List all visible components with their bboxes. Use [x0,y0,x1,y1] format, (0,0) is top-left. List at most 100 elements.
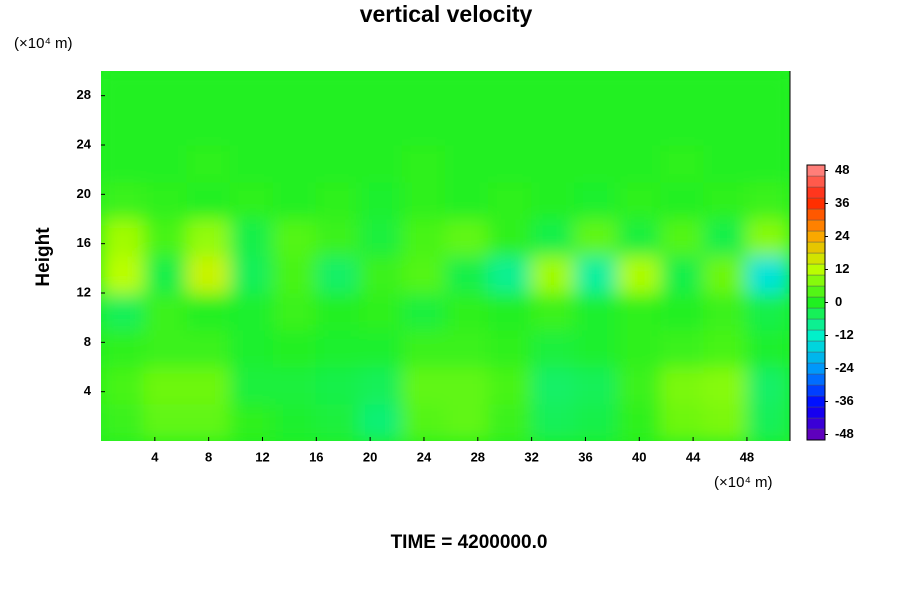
y-tick-label: 8 [84,334,91,349]
cell [229,181,274,220]
cell [531,71,576,109]
cell [660,107,705,146]
cell [660,366,705,405]
cell [445,292,490,331]
y-axis-label: Height [33,227,54,287]
cell [186,218,231,257]
colorbar-band [806,219,826,232]
cell [445,366,490,405]
cell [272,181,317,220]
x-tick-label: 28 [471,449,485,464]
colorbar-band [806,307,826,320]
cell [186,403,231,441]
cell [531,255,576,294]
colorbar-band [806,274,826,287]
cell [531,403,576,441]
colorbar-band [806,208,826,221]
x-tick-label: 16 [309,449,323,464]
chart-title: vertical velocity [360,1,533,27]
cell [186,71,231,109]
cell [272,218,317,257]
colorbar-band [806,197,826,210]
cell [746,181,790,220]
cell [574,181,619,220]
cell [143,218,188,257]
colorbar-tick-label: -48 [835,426,854,441]
colorbar-tick-label: 24 [835,228,850,243]
colorbar-band [806,285,826,298]
cell [272,144,317,183]
cell [574,218,619,257]
cell [703,292,748,331]
cell [488,403,533,441]
colorbar-tick-label: -36 [835,393,854,408]
cell [617,218,662,257]
cell [315,218,360,257]
cell [272,292,317,331]
colorbar-band [806,230,826,243]
colorbar-band [806,296,826,309]
cell [101,181,145,220]
cell [101,144,145,183]
colorbar-band [806,384,826,397]
cell [703,107,748,146]
colorbar-tick-label: 0 [835,294,842,309]
cell [315,366,360,405]
cell [445,255,490,294]
cell [703,71,748,109]
cell [315,329,360,368]
cell [488,144,533,183]
cell [272,403,317,441]
cell [101,292,145,331]
y-tick-label: 12 [77,284,91,299]
cell [101,329,145,368]
cell [703,144,748,183]
cell [143,403,188,441]
colorbar-band [806,252,826,265]
colorbar-tick-label: 48 [835,162,849,177]
colorbar-band [806,428,826,441]
cell [101,255,145,294]
cell [746,107,790,146]
cell [272,71,317,109]
cell [746,218,790,257]
cell [315,181,360,220]
colorbar-band [806,164,826,177]
cell [358,366,403,405]
cell [358,255,403,294]
cell [101,403,145,441]
cell [574,144,619,183]
cell [229,255,274,294]
cell [143,366,188,405]
cell [401,255,446,294]
colorbar-band [806,263,826,276]
cell [660,292,705,331]
cell [660,144,705,183]
cell [617,366,662,405]
cell [272,366,317,405]
cell [574,292,619,331]
cell [660,403,705,441]
cell [401,144,446,183]
cell [445,107,490,146]
cell [746,403,790,441]
cell [574,366,619,405]
cell [746,366,790,405]
cell [660,255,705,294]
cell [445,181,490,220]
cell [531,107,576,146]
cell [358,329,403,368]
cell [574,107,619,146]
cell [229,218,274,257]
cell [531,366,576,405]
x-unit: (×10⁴ m) [714,474,773,491]
cell [143,144,188,183]
cell [358,181,403,220]
cell [488,181,533,220]
cell [401,403,446,441]
cell [143,71,188,109]
cell [574,255,619,294]
x-tick-label: 12 [255,449,269,464]
cell [401,292,446,331]
